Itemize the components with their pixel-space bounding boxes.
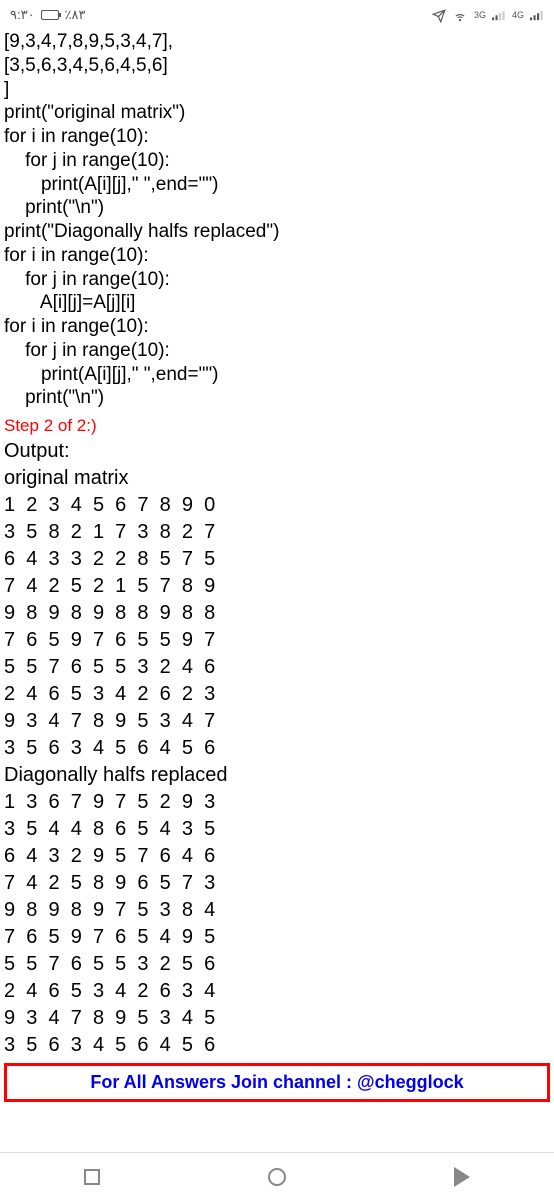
battery-icon xyxy=(41,10,59,20)
nav-back-button[interactable] xyxy=(450,1165,474,1189)
matrix-row: 7 4 2 5 8 9 6 5 7 3 xyxy=(4,870,550,897)
status-time: ٩:٣٠ xyxy=(10,7,35,23)
code-line: for j in range(10): xyxy=(4,339,550,363)
nav-home-button[interactable] xyxy=(265,1165,289,1189)
code-line: print("\n") xyxy=(4,386,550,410)
send-icon xyxy=(432,7,446,23)
status-bar: ٩:٣٠ ٪٨٣ 3G 4G xyxy=(0,0,554,30)
matrix-row: 6 4 3 2 9 5 7 6 4 6 xyxy=(4,843,550,870)
matrix-row: 9 8 9 8 9 8 8 9 8 8 xyxy=(4,600,550,627)
matrix-row: 7 6 5 9 7 6 5 5 9 7 xyxy=(4,627,550,654)
matrix-row: 7 6 5 9 7 6 5 4 9 5 xyxy=(4,924,550,951)
matrix-row: 7 4 2 5 2 1 5 7 8 9 xyxy=(4,573,550,600)
output-header: Output: xyxy=(4,438,550,465)
code-line: ] xyxy=(4,78,550,102)
code-line: for j in range(10): xyxy=(4,149,550,173)
signal-bars-1-icon xyxy=(492,8,506,23)
matrix-row: 2 4 6 5 3 4 2 6 2 3 xyxy=(4,681,550,708)
code-line: for j in range(10): xyxy=(4,268,550,292)
wifi-icon xyxy=(452,7,468,23)
triangle-icon xyxy=(454,1167,470,1187)
nav-bar xyxy=(0,1152,554,1200)
matrix-row: 3 5 6 3 4 5 6 4 5 6 xyxy=(4,1032,550,1059)
matrix-row: 3 5 4 4 8 6 5 4 3 5 xyxy=(4,816,550,843)
code-line: for i in range(10): xyxy=(4,125,550,149)
signal-3g-label: 3G xyxy=(474,10,486,20)
matrix-row: 9 3 4 7 8 9 5 3 4 7 xyxy=(4,708,550,735)
matrix-row: 3 5 8 2 1 7 3 8 2 7 xyxy=(4,519,550,546)
matrix-row: 6 4 3 3 2 2 8 5 7 5 xyxy=(4,546,550,573)
content-area: [9,3,4,7,8,9,5,3,4,7], [3,5,6,3,4,5,6,4,… xyxy=(0,30,554,1102)
status-left: ٩:٣٠ ٪٨٣ xyxy=(10,7,86,23)
square-icon xyxy=(84,1169,100,1185)
matrix-row: 5 5 7 6 5 5 3 2 5 6 xyxy=(4,951,550,978)
code-line: print("\n") xyxy=(4,196,550,220)
code-line: print("original matrix") xyxy=(4,101,550,125)
signal-4g-label: 4G xyxy=(512,10,524,20)
code-line: for i in range(10): xyxy=(4,315,550,339)
code-line: print("Diagonally halfs replaced") xyxy=(4,220,550,244)
output-title-2: Diagonally halfs replaced xyxy=(4,762,550,789)
matrix-row: 1 3 6 7 9 7 5 2 9 3 xyxy=(4,789,550,816)
matrix-row: 3 5 6 3 4 5 6 4 5 6 xyxy=(4,735,550,762)
matrix-row: 9 8 9 8 9 7 5 3 8 4 xyxy=(4,897,550,924)
battery-pct: ٪٨٣ xyxy=(65,7,86,23)
status-right: 3G 4G xyxy=(432,7,544,23)
code-line: [9,3,4,7,8,9,5,3,4,7], xyxy=(4,30,550,54)
signal-bars-2-icon xyxy=(530,8,544,23)
step-label: Step 2 of 2:) xyxy=(4,416,550,436)
matrix-row: 5 5 7 6 5 5 3 2 4 6 xyxy=(4,654,550,681)
matrix-row: 9 3 4 7 8 9 5 3 4 5 xyxy=(4,1005,550,1032)
matrix-row: 2 4 6 5 3 4 2 6 3 4 xyxy=(4,978,550,1005)
circle-icon xyxy=(268,1168,286,1186)
code-line: print(A[i][j]," ",end="") xyxy=(4,173,550,197)
promo-banner[interactable]: For All Answers Join channel : @cheggloc… xyxy=(4,1063,550,1102)
code-line: for i in range(10): xyxy=(4,244,550,268)
code-line: [3,5,6,3,4,5,6,4,5,6] xyxy=(4,54,550,78)
code-line: print(A[i][j]," ",end="") xyxy=(4,363,550,387)
output-title-1: original matrix xyxy=(4,465,550,492)
matrix-row: 1 2 3 4 5 6 7 8 9 0 xyxy=(4,492,550,519)
code-line: A[i][j]=A[j][i] xyxy=(4,291,550,315)
nav-recent-button[interactable] xyxy=(80,1165,104,1189)
